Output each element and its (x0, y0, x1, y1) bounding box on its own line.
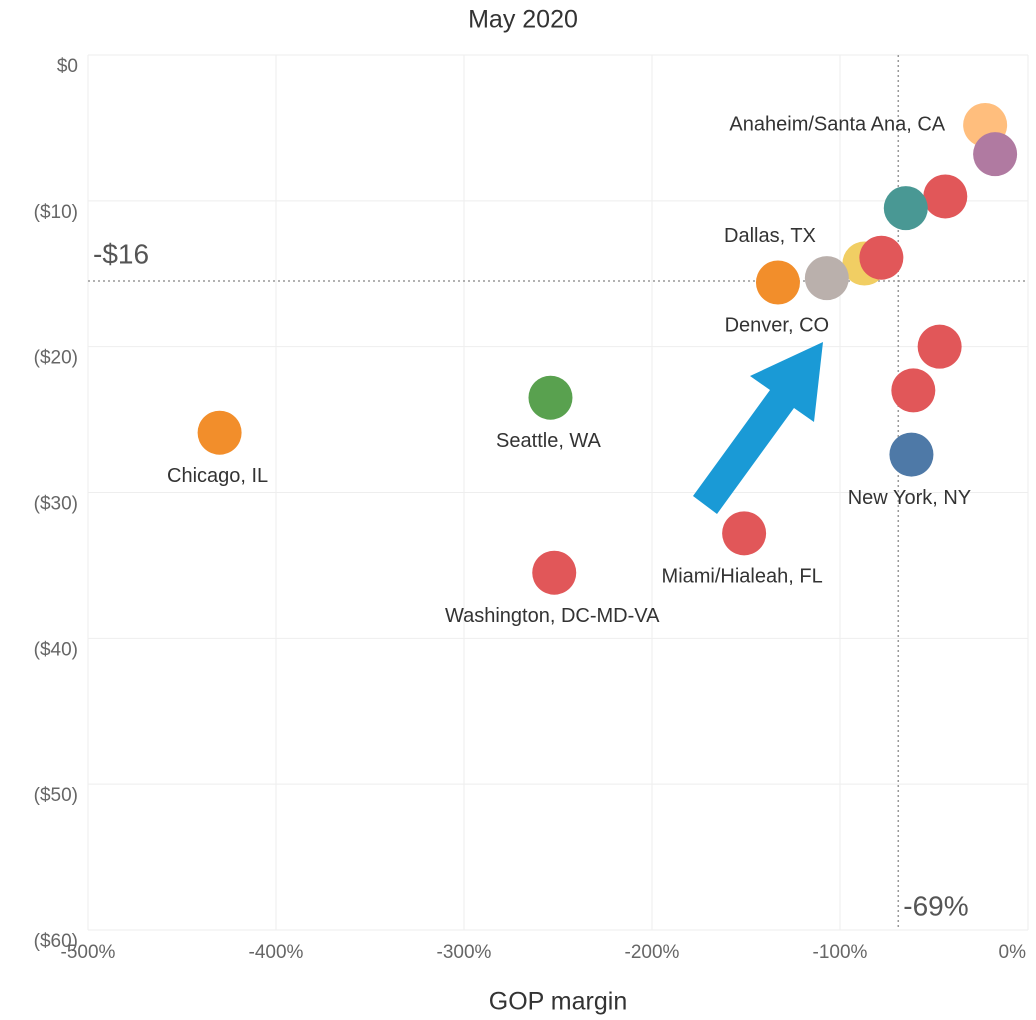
point (923, 174, 968, 219)
point (804, 256, 849, 301)
point (891, 368, 936, 413)
chart-title: May 2020 (468, 6, 578, 34)
x-tick-label: -100% (813, 942, 868, 963)
point-label: Miami/Hialeah, FL (662, 566, 823, 588)
y-tick-label: ($60) (34, 931, 78, 952)
y-tick-label: ($20) (34, 348, 78, 369)
point (755, 260, 800, 305)
point (722, 511, 767, 556)
reference-label: -$16 (93, 238, 149, 269)
point-label: Seattle, WA (496, 430, 602, 452)
point (883, 186, 928, 231)
y-tick-label: ($10) (34, 202, 78, 223)
point-label: Dallas, TX (724, 225, 816, 247)
y-tick-label: ($30) (34, 494, 78, 515)
y-tick-label: ($40) (34, 639, 78, 660)
point (528, 375, 573, 420)
point (859, 235, 904, 280)
point (532, 550, 577, 595)
point-label: New York, NY (848, 487, 971, 509)
reference-label: -69% (903, 890, 968, 921)
x-tick-label: -300% (437, 942, 492, 963)
x-tick-label: -200% (625, 942, 680, 963)
point (973, 132, 1018, 177)
point-label: Denver, CO (725, 314, 829, 336)
arrow (693, 342, 823, 514)
x-axis-title: GOP margin (489, 988, 627, 1016)
y-tick-label: ($50) (34, 785, 78, 806)
x-tick-label: -500% (61, 942, 116, 963)
point-label: Chicago, IL (167, 465, 268, 487)
point (889, 432, 934, 477)
point-label: Washington, DC-MD-VA (445, 605, 660, 627)
point (917, 324, 962, 369)
point (197, 410, 242, 455)
y-tick-label: $0 (57, 56, 78, 77)
point-label: Anaheim/Santa Ana, CA (729, 113, 945, 135)
x-tick-label: 0% (999, 942, 1027, 963)
x-tick-label: -400% (249, 942, 304, 963)
